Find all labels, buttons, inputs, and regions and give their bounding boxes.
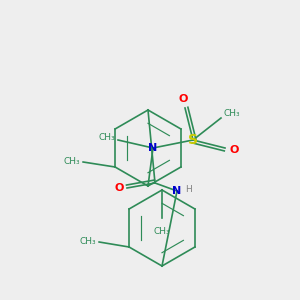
Text: CH₃: CH₃ [80, 238, 96, 247]
Text: O: O [114, 183, 124, 193]
Text: N: N [148, 143, 158, 153]
Text: CH₃: CH₃ [224, 109, 241, 118]
Text: O: O [178, 94, 188, 104]
Text: H: H [186, 184, 192, 194]
Text: O: O [229, 145, 239, 155]
Text: N: N [172, 186, 182, 196]
Text: CH₃: CH₃ [64, 158, 80, 166]
Text: CH₃: CH₃ [154, 227, 170, 236]
Text: S: S [188, 133, 198, 147]
Text: CH₃: CH₃ [98, 134, 115, 142]
